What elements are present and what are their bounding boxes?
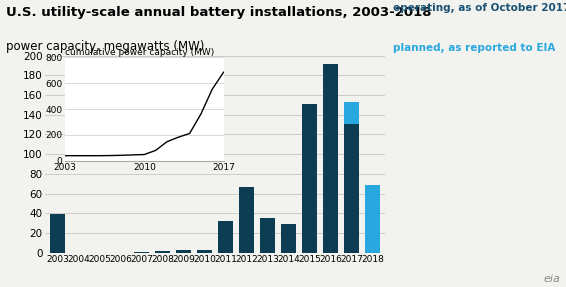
Text: cumulative power capacity (MW): cumulative power capacity (MW): [65, 48, 215, 57]
Bar: [176, 250, 191, 253]
Bar: [344, 124, 359, 253]
Bar: [302, 104, 317, 253]
Bar: [281, 224, 296, 253]
Bar: [260, 218, 275, 253]
Bar: [134, 252, 149, 253]
Bar: [197, 250, 212, 253]
Bar: [50, 214, 66, 253]
Text: operating, as of October 2017: operating, as of October 2017: [393, 3, 566, 13]
Bar: [239, 187, 254, 253]
Bar: [323, 64, 338, 253]
Text: power capacity, megawatts (MW): power capacity, megawatts (MW): [6, 40, 204, 53]
Bar: [218, 221, 233, 253]
Text: eia: eia: [543, 274, 560, 284]
Text: U.S. utility-scale annual battery installations, 2003-2018: U.S. utility-scale annual battery instal…: [6, 6, 431, 19]
Bar: [365, 185, 380, 253]
Text: planned, as reported to EIA: planned, as reported to EIA: [393, 43, 556, 53]
Bar: [155, 251, 170, 253]
Bar: [344, 102, 359, 124]
